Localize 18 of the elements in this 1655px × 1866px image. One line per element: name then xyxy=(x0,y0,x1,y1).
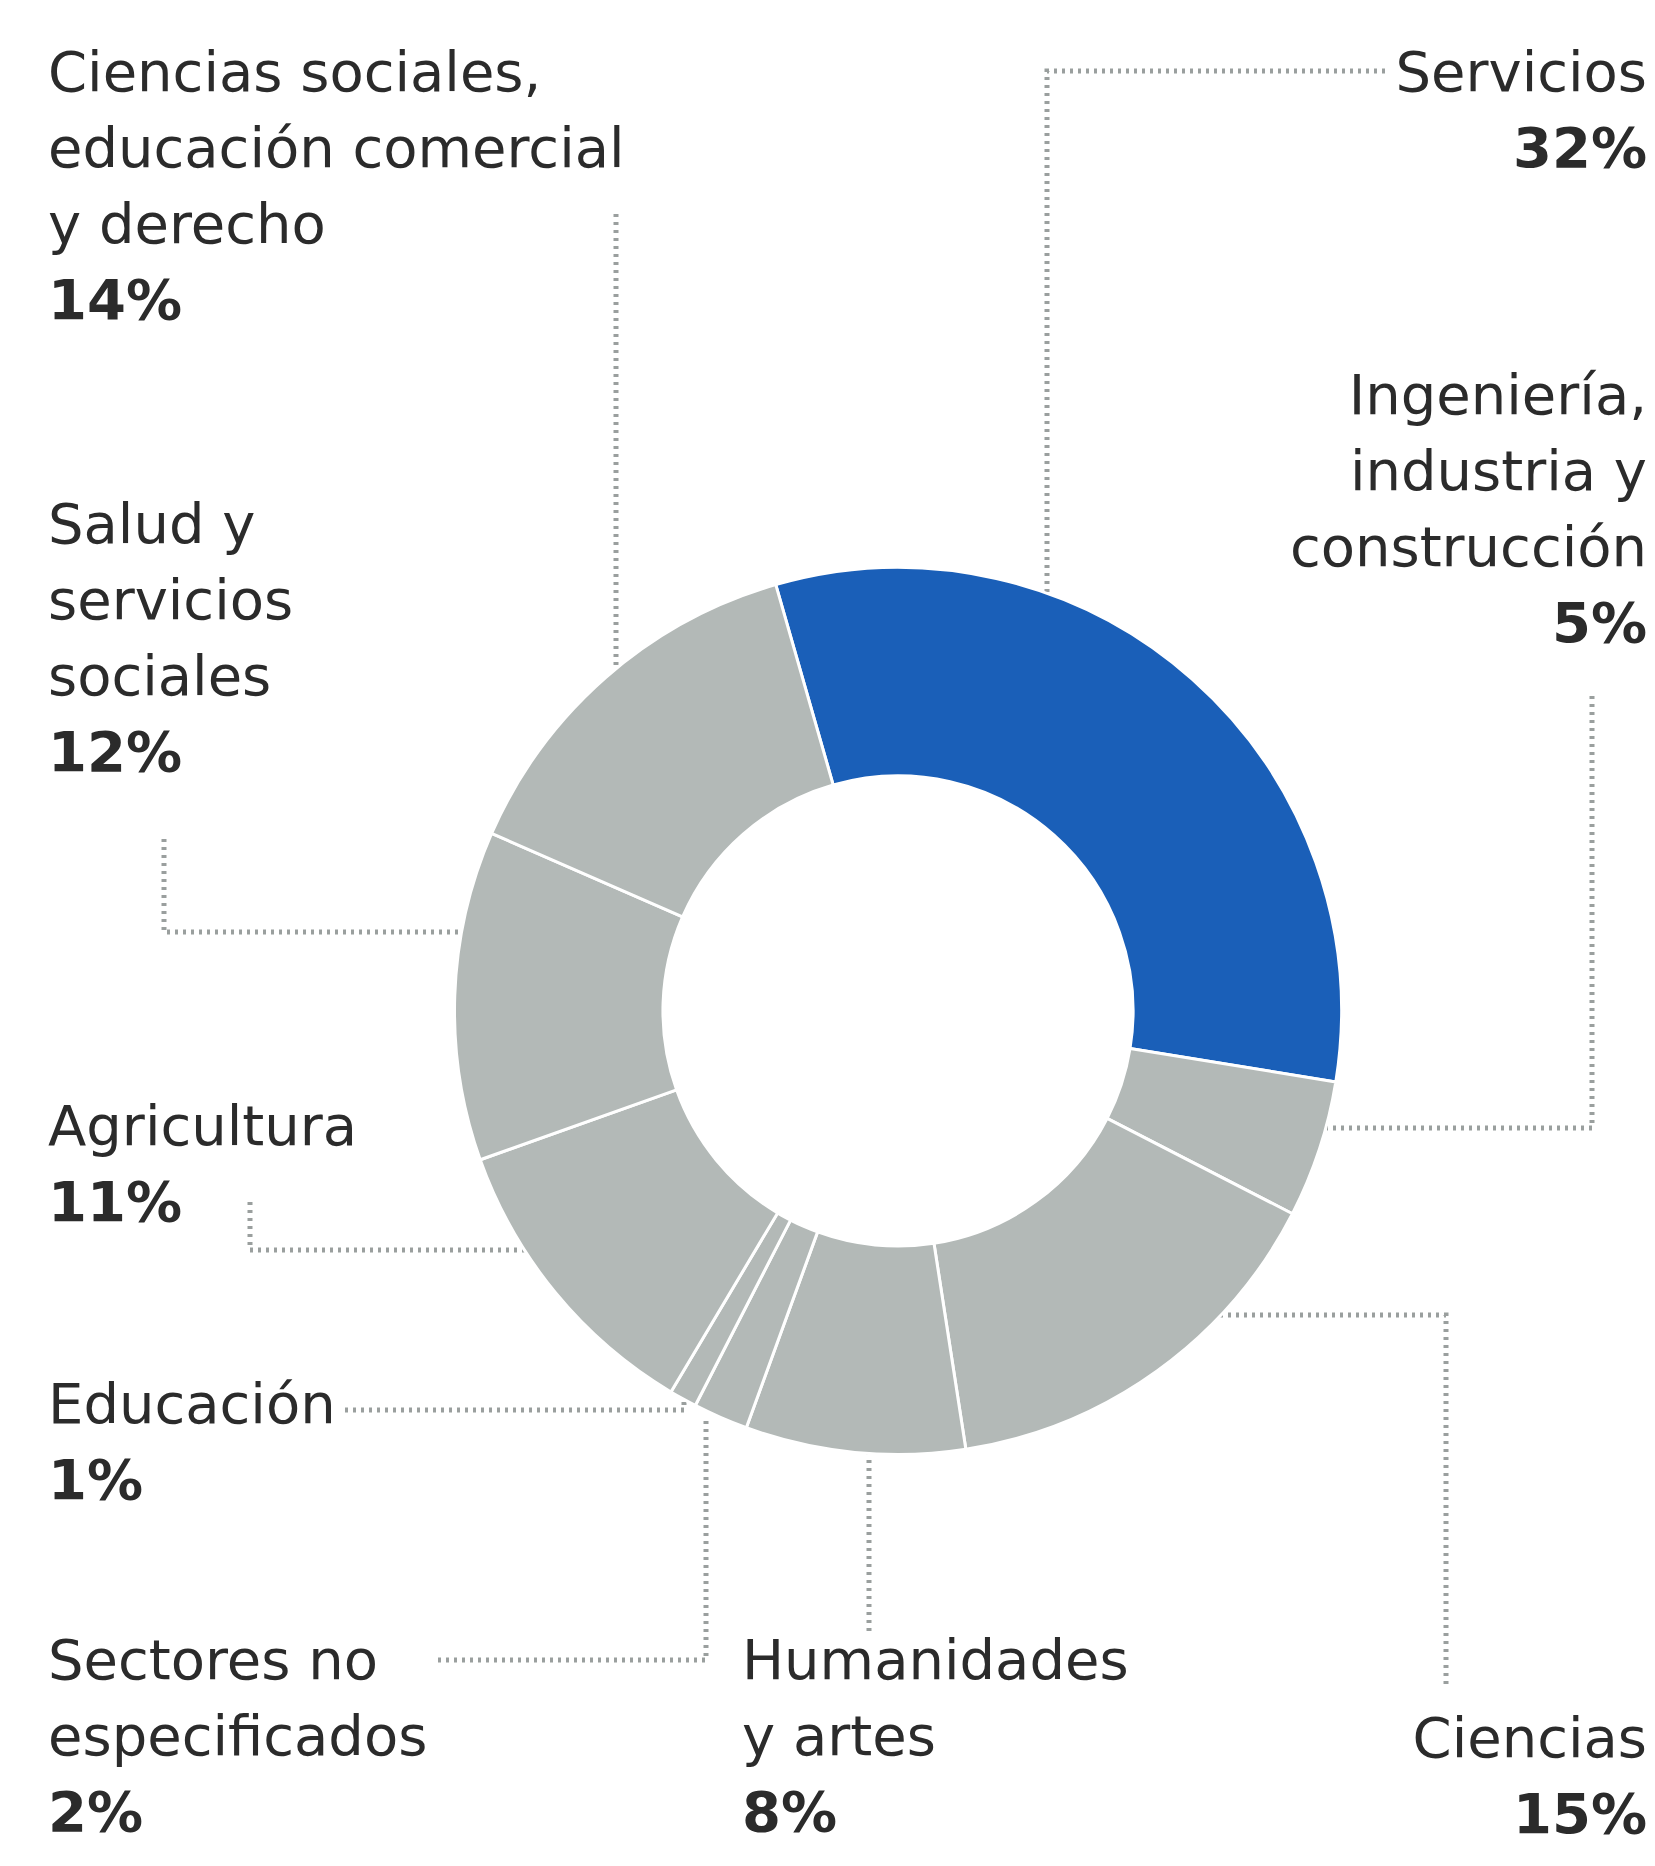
data-label: 8% xyxy=(742,1778,839,1846)
slice-label: Agricultura xyxy=(48,1093,358,1158)
slice-label: Sectores no especificados xyxy=(48,1627,428,1768)
slice-label: Salud y servicios sociales xyxy=(48,491,294,708)
slice-label: Educación xyxy=(48,1371,336,1436)
slice-label: Ciencias sociales, educación comercial y derecho xyxy=(48,39,625,256)
data-label: 1% xyxy=(48,1446,145,1514)
data-label: 32% xyxy=(1511,114,1647,182)
data-label: 14% xyxy=(48,266,184,334)
data-label: 2% xyxy=(48,1778,145,1846)
slice-label: Ingeniería, industria y construcción xyxy=(1289,362,1647,579)
data-label: 5% xyxy=(1550,589,1647,657)
data-label: 11% xyxy=(48,1168,184,1236)
slice-label: Ciencias xyxy=(1412,1705,1647,1770)
data-label: 12% xyxy=(48,718,184,786)
data-label: 15% xyxy=(1511,1780,1647,1848)
slice-label: Humanidades y artes xyxy=(742,1627,1129,1768)
slice-label: Servicios xyxy=(1395,39,1647,104)
